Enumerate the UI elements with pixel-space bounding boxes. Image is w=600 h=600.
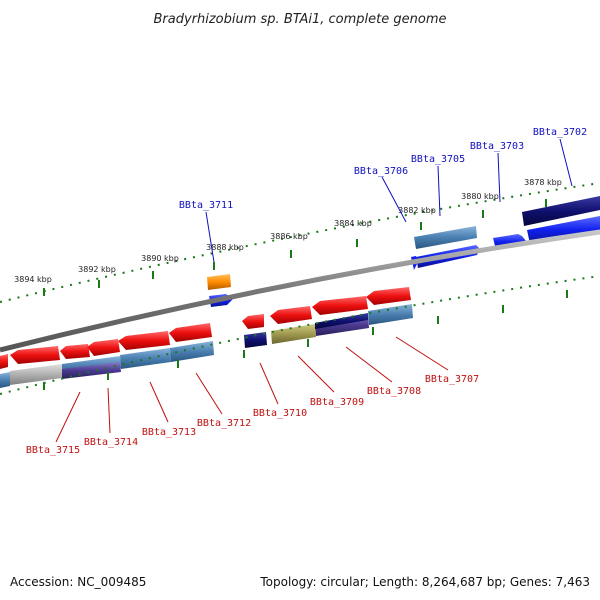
label-bbta-3703[interactable]: BBta_3703 — [470, 141, 524, 152]
bottom-label-leaders — [55, 336, 449, 443]
upper-scale-ticks — [43, 199, 547, 296]
leader-bbta-3715 — [55, 391, 81, 443]
tick-label: 3880 kbp — [461, 192, 499, 201]
tick-label: 3894 kbp — [14, 275, 52, 284]
gene-steel-3713[interactable] — [120, 348, 171, 369]
gene-gray-3715[interactable] — [10, 364, 62, 385]
leader-bbta-3706 — [381, 176, 407, 223]
label-bbta-3702[interactable]: BBta_3702 — [533, 127, 587, 138]
gene-red[interactable] — [60, 344, 90, 359]
gene-red-3707[interactable] — [366, 287, 411, 305]
gene-olive-3709[interactable] — [271, 324, 316, 344]
tick-label: 3892 kbp — [78, 265, 116, 274]
leader-bbta-3712 — [195, 372, 223, 415]
gene-red-3712[interactable] — [169, 323, 212, 342]
tick-label: 3882 kbp — [398, 206, 436, 215]
label-bbta-3711[interactable]: BBta_3711 — [179, 200, 233, 211]
gene-red[interactable] — [118, 331, 170, 350]
leader-bbta-3711 — [205, 211, 215, 263]
leader-bbta-3703 — [497, 152, 501, 203]
label-bbta-3705[interactable]: BBta_3705 — [411, 154, 465, 165]
leader-bbta-3710 — [259, 362, 279, 405]
label-bbta-3706[interactable]: BBta_3706 — [354, 166, 408, 177]
gene-bbta-3711[interactable] — [207, 274, 231, 290]
tick-label: 3878 kbp — [524, 178, 562, 187]
tick-label: 3886 kbp — [270, 232, 308, 241]
gene-blue-right[interactable] — [527, 216, 600, 244]
gene-purple-3714[interactable] — [62, 362, 121, 379]
tick-label: 3888 kbp — [206, 243, 244, 252]
top-label-leaders — [205, 138, 573, 263]
leader-bbta-3702 — [559, 138, 573, 187]
upper-scale-dots — [0, 182, 600, 303]
lower-scale-ticks — [43, 290, 568, 390]
gene-bbta-3702[interactable] — [522, 196, 600, 226]
leader-bbta-3705 — [437, 165, 441, 217]
lower-scale-arc — [0, 275, 600, 395]
label-bbta-3714[interactable]: BBta_3714 — [84, 437, 138, 448]
upper-scale-arc — [0, 182, 600, 303]
label-bbta-3708[interactable]: BBta_3708 — [367, 386, 421, 397]
label-bbta-3715[interactable]: BBta_3715 — [26, 445, 80, 456]
gene-red-3709[interactable] — [270, 306, 312, 324]
label-bbta-3707[interactable]: BBta_3707 — [425, 374, 479, 385]
tick-label: 3890 kbp — [141, 254, 179, 263]
leader-bbta-3714 — [107, 387, 111, 434]
map-title: Bradyrhizobium sp. BTAi1, complete genom… — [153, 12, 446, 27]
accession-text: Accession: NC_009485 — [10, 575, 146, 589]
label-bbta-3710[interactable]: BBta_3710 — [253, 408, 307, 419]
gene-bbta-3705[interactable] — [414, 226, 477, 249]
label-bbta-3713[interactable]: BBta_3713 — [142, 427, 196, 438]
gene-red[interactable] — [10, 346, 60, 364]
tick-labels: 3878 kbp 3880 kbp 3882 kbp 3884 kbp 3886… — [14, 178, 562, 284]
gene-steel-3707[interactable] — [368, 304, 413, 325]
leader-bbta-3713 — [149, 381, 169, 423]
lower-scale-dots — [0, 275, 600, 395]
gene-navy-3710[interactable] — [244, 332, 267, 348]
genome-summary-text: Topology: circular; Length: 8,264,687 bp… — [259, 575, 590, 589]
leader-bbta-3709 — [297, 355, 335, 393]
bottom-gene-labels: BBta_3707 BBta_3708 BBta_3709 BBta_3710 … — [26, 374, 479, 456]
label-bbta-3709[interactable]: BBta_3709 — [310, 397, 364, 408]
gene-navy-3708[interactable] — [315, 313, 368, 329]
tick-label: 3884 kbp — [334, 219, 372, 228]
gene-red[interactable] — [87, 339, 120, 356]
leader-bbta-3708 — [345, 346, 393, 383]
top-gene-labels: BBta_3702 BBta_3703 BBta_3705 BBta_3706 … — [179, 127, 587, 211]
forward-strand-genes — [207, 196, 600, 307]
gene-red[interactable] — [0, 354, 8, 369]
leader-bbta-3707 — [395, 336, 449, 371]
label-bbta-3712[interactable]: BBta_3712 — [197, 418, 251, 429]
gene-steel[interactable] — [0, 372, 10, 388]
gene-red-3710[interactable] — [242, 314, 264, 329]
gene-red-3708[interactable] — [312, 296, 368, 315]
genome-backbone — [0, 229, 600, 353]
